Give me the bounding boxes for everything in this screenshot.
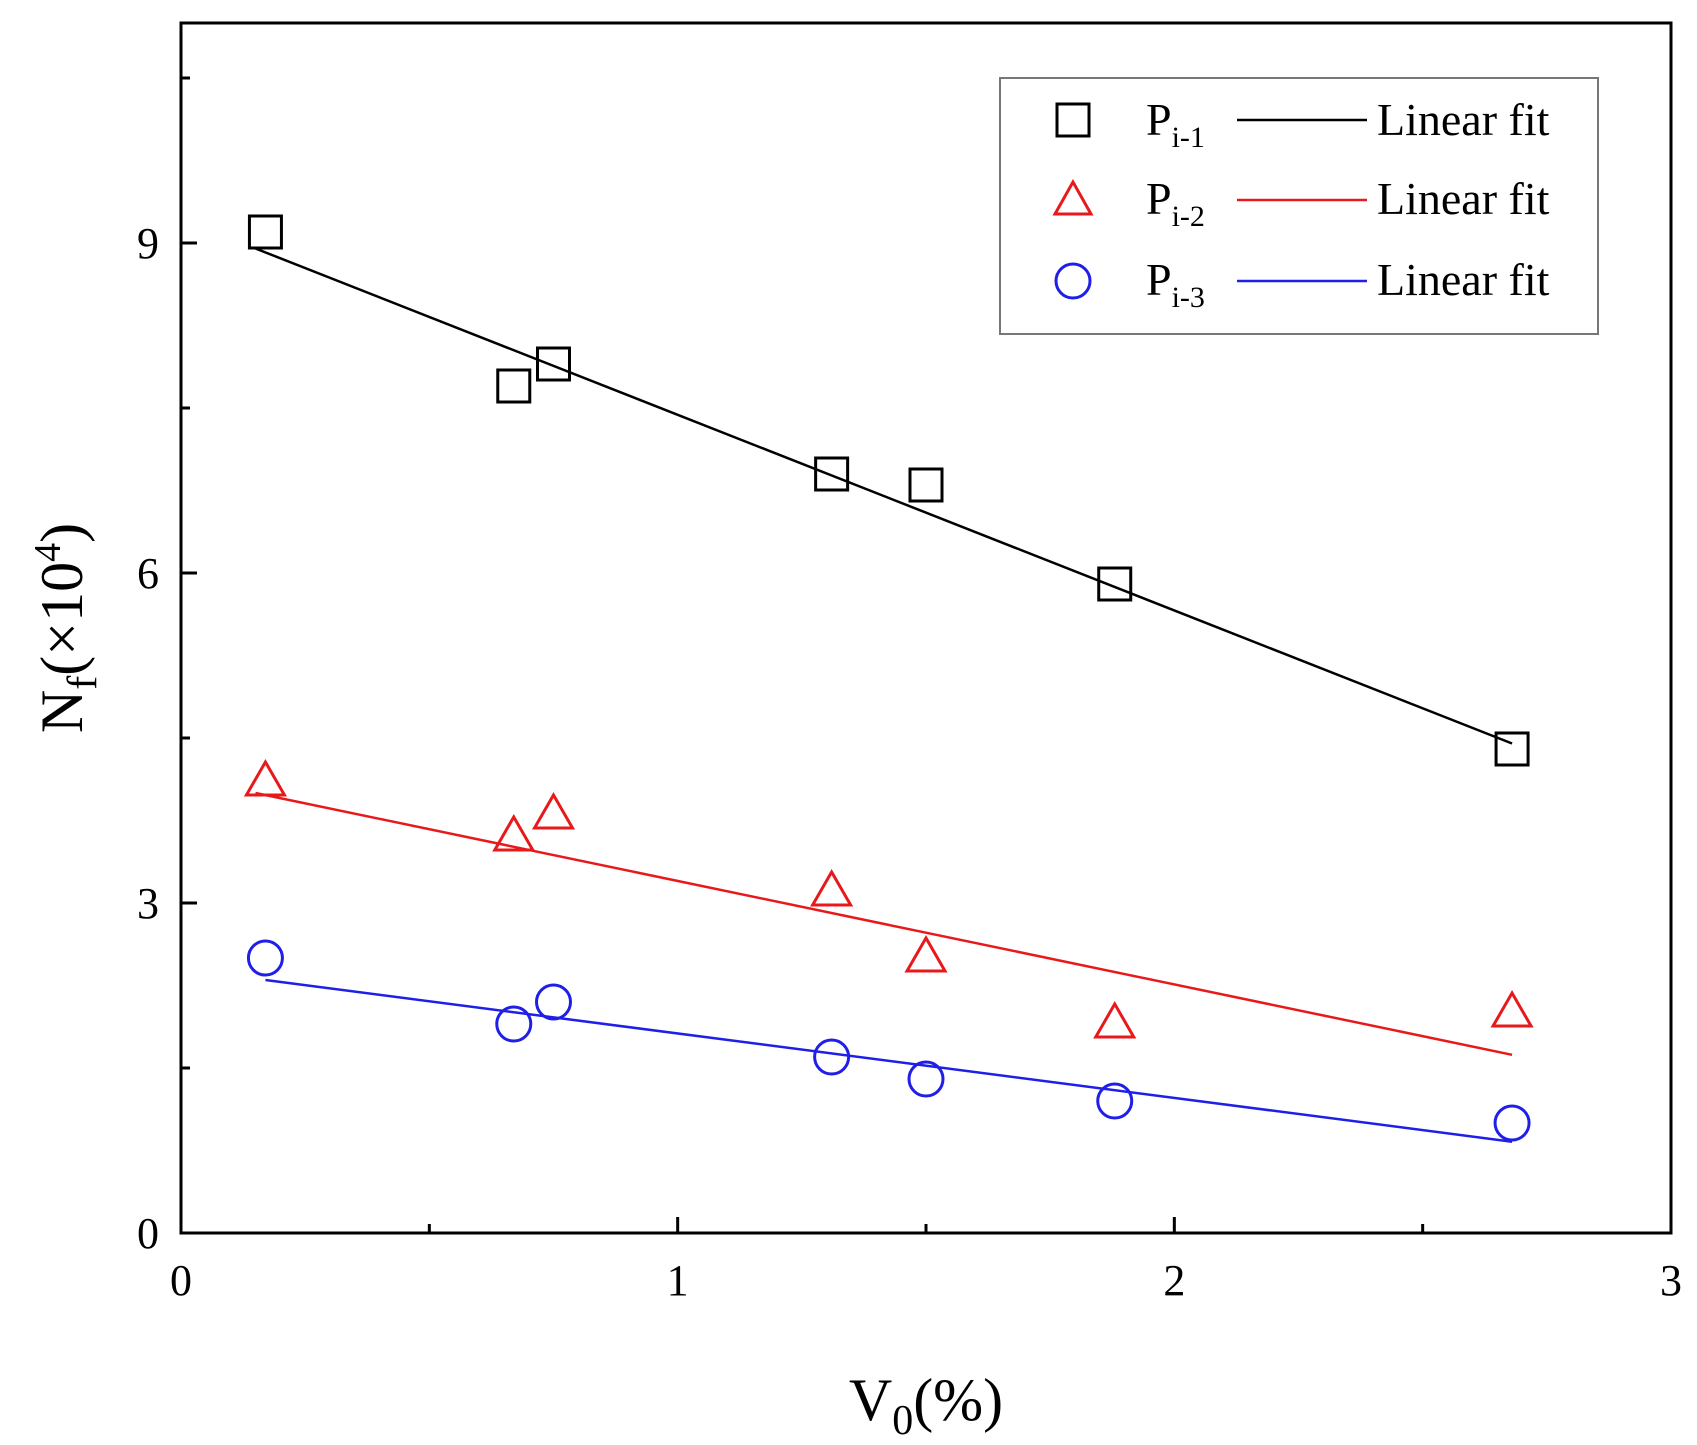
legend-label-1-main: P <box>1146 94 1172 145</box>
x-tick-label: 1 <box>667 1256 689 1305</box>
data-point-square <box>496 368 532 404</box>
data-point-circle <box>907 1060 945 1098</box>
legend-marker-square <box>1055 102 1091 138</box>
fit-line-1 <box>255 247 1513 745</box>
data-point-triangle <box>531 791 576 830</box>
axes: 0 1 2 3 0 3 6 9 <box>137 76 1682 1305</box>
data-point-square <box>908 467 944 503</box>
y-axis-title-sub: f <box>60 676 106 690</box>
x-axis-title-sub: 0 <box>892 1398 913 1444</box>
x-axis-title: V0(%) <box>849 1367 1003 1444</box>
legend-entry-3: Pi-3 Linear fit <box>1054 254 1550 314</box>
legend-marker-circle <box>1054 262 1092 300</box>
data-point-square <box>814 456 850 492</box>
legend-label-3: Pi-3 <box>1146 254 1205 314</box>
legend-label-2-main: P <box>1146 173 1172 224</box>
fit-lines <box>255 247 1513 1143</box>
data-point-triangle <box>1490 989 1534 1028</box>
data-point-circle <box>535 983 572 1021</box>
x-tick-label: 2 <box>1163 1256 1185 1305</box>
legend-fit-label-2: Linear fit <box>1377 173 1550 224</box>
x-axis-title-main: V <box>849 1367 892 1433</box>
legend-label-3-main: P <box>1146 254 1172 305</box>
y-tick-label: 0 <box>137 1209 159 1258</box>
data-point-square <box>1494 731 1530 767</box>
data-point-circle <box>1493 1104 1531 1142</box>
data-point-circle <box>495 1005 533 1043</box>
fit-line-3 <box>265 978 1513 1143</box>
data-point-triangle <box>904 934 948 973</box>
data-point-circle <box>1096 1082 1134 1120</box>
legend-entry-2: Pi-2 Linear fit <box>1052 173 1550 233</box>
y-tick-label: 9 <box>137 219 159 268</box>
legend-label-1-sub: i-1 <box>1172 121 1205 154</box>
y-axis-title-sup: 4 <box>27 543 69 562</box>
data-points <box>243 214 1534 1142</box>
data-point-square <box>247 214 283 250</box>
legend-marker-triangle <box>1052 178 1094 216</box>
y-tick-label: 6 <box>137 549 159 598</box>
legend-label-2-sub: i-2 <box>1172 200 1205 233</box>
legend: Pi-1 Linear fit Pi-2 Linear fit Pi-3 Lin… <box>999 77 1599 335</box>
legend-label-1: Pi-1 <box>1146 94 1205 154</box>
legend-fit-label-3: Linear fit <box>1377 254 1550 305</box>
data-point-circle <box>813 1038 851 1076</box>
data-point-triangle <box>810 868 854 907</box>
y-tick-label: 3 <box>137 879 159 928</box>
fit-line-2 <box>255 791 1513 1057</box>
legend-fit-label-1: Linear fit <box>1377 94 1550 145</box>
data-point-circle <box>246 939 284 977</box>
data-point-triangle <box>1093 1000 1137 1039</box>
legend-label-2: Pi-2 <box>1146 173 1205 233</box>
y-axis-title: Nf(×104) <box>27 523 106 733</box>
data-point-triangle <box>492 813 536 852</box>
data-point-square <box>1097 566 1133 602</box>
y-axis-title-tail: ) <box>29 523 95 543</box>
y-axis-title-main: N <box>29 690 95 733</box>
y-axis-title-mid: (×10 <box>29 562 95 676</box>
x-axis-title-tail: (%) <box>913 1367 1003 1433</box>
data-point-square <box>536 346 571 382</box>
x-tick-label: 3 <box>1660 1256 1682 1305</box>
data-point-triangle <box>243 758 288 797</box>
x-tick-label: 0 <box>170 1256 192 1305</box>
legend-label-3-sub: i-3 <box>1172 281 1205 314</box>
legend-entry-1: Pi-1 Linear fit <box>1055 94 1550 154</box>
